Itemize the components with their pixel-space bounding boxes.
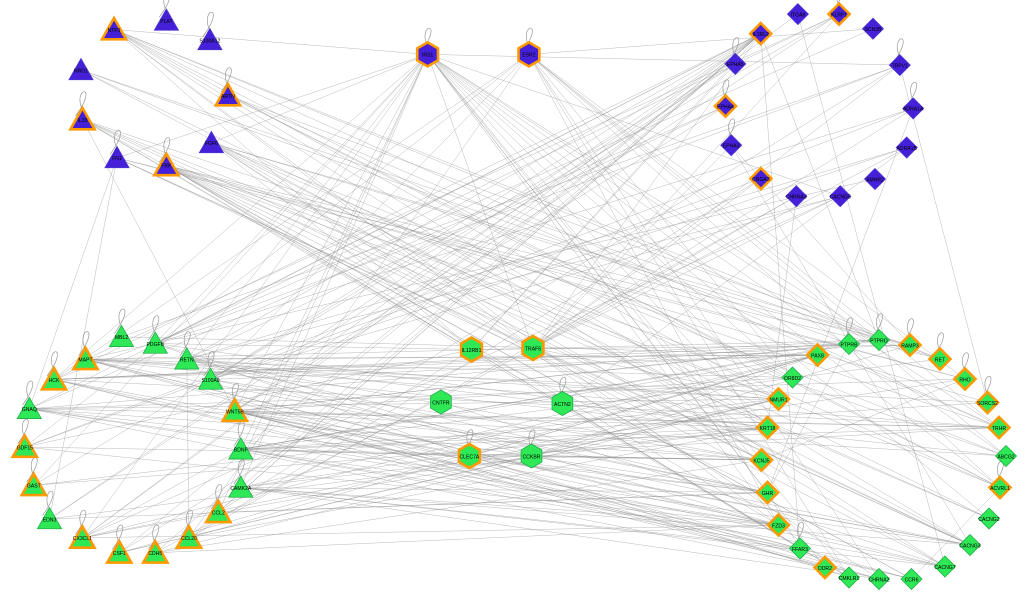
svg-text:FGF6: FGF6 bbox=[205, 141, 218, 147]
svg-text:CNTFR: CNTFR bbox=[432, 400, 450, 406]
svg-text:CCKBR: CCKBR bbox=[523, 454, 541, 460]
svg-text:ADRA1A: ADRA1A bbox=[903, 107, 924, 113]
svg-text:ADRA1B: ADRA1B bbox=[897, 146, 918, 152]
svg-text:NMUR1: NMUR1 bbox=[769, 397, 787, 403]
svg-text:IRS1: IRS1 bbox=[422, 53, 433, 59]
svg-text:ITGA8: ITGA8 bbox=[791, 12, 806, 18]
svg-text:DDR2: DDR2 bbox=[818, 566, 832, 572]
svg-text:GHR: GHR bbox=[762, 491, 774, 497]
svg-text:IL1RL2: IL1RL2 bbox=[752, 32, 769, 38]
svg-text:KLRF1: KLRF1 bbox=[831, 12, 847, 18]
svg-text:ABCG2: ABCG2 bbox=[997, 454, 1014, 460]
svg-text:CACNG7: CACNG7 bbox=[934, 565, 955, 571]
svg-text:S100A12: S100A12 bbox=[199, 38, 220, 44]
svg-text:CCL2: CCL2 bbox=[212, 511, 225, 517]
svg-text:CHRNA3: CHRNA3 bbox=[786, 195, 807, 201]
svg-text:CSF1: CSF1 bbox=[113, 551, 126, 557]
svg-text:CDH5: CDH5 bbox=[148, 551, 162, 557]
svg-text:TRHR: TRHR bbox=[992, 426, 1006, 432]
svg-text:BDNF: BDNF bbox=[234, 448, 248, 454]
svg-text:MBL2: MBL2 bbox=[115, 335, 128, 341]
svg-text:RHO: RHO bbox=[959, 377, 970, 383]
svg-text:ARTN: ARTN bbox=[221, 94, 235, 100]
svg-text:S100A9: S100A9 bbox=[202, 378, 220, 384]
svg-text:OR8D2: OR8D2 bbox=[784, 376, 801, 382]
svg-text:PTPRO: PTPRO bbox=[870, 338, 888, 344]
svg-text:GAST: GAST bbox=[27, 484, 41, 490]
svg-text:CACNG5: CACNG5 bbox=[830, 195, 851, 201]
svg-text:FFAR3: FFAR3 bbox=[792, 547, 808, 553]
svg-text:PAX8: PAX8 bbox=[811, 353, 824, 359]
svg-text:PLAT: PLAT bbox=[160, 19, 172, 25]
svg-text:KRT18: KRT18 bbox=[760, 426, 776, 432]
svg-text:AMHR2: AMHR2 bbox=[866, 177, 884, 183]
svg-text:EPHA4: EPHA4 bbox=[717, 104, 734, 110]
svg-text:SORCS2: SORCS2 bbox=[977, 401, 998, 407]
svg-text:ACTN2: ACTN2 bbox=[554, 402, 571, 408]
svg-text:RAMP3: RAMP3 bbox=[901, 343, 919, 349]
svg-text:IL12RB1: IL12RB1 bbox=[462, 348, 482, 354]
svg-text:KCNJ5: KCNJ5 bbox=[753, 458, 769, 464]
svg-text:CCR6: CCR6 bbox=[905, 577, 919, 583]
svg-text:EPHA3: EPHA3 bbox=[723, 144, 740, 150]
svg-text:CLEC7A: CLEC7A bbox=[459, 454, 479, 460]
svg-text:CACNG3: CACNG3 bbox=[959, 543, 980, 549]
svg-text:GNAQ: GNAQ bbox=[22, 407, 37, 413]
svg-text:CACNG2: CACNG2 bbox=[978, 517, 999, 523]
svg-text:TRPV1: TRPV1 bbox=[892, 63, 909, 69]
svg-text:FN1: FN1 bbox=[112, 156, 122, 162]
svg-text:FRK: FRK bbox=[161, 164, 172, 170]
svg-text:RETN: RETN bbox=[180, 358, 194, 364]
svg-text:ESR2: ESR2 bbox=[522, 53, 535, 59]
svg-text:MAPT: MAPT bbox=[78, 358, 92, 364]
svg-text:WNT5B: WNT5B bbox=[226, 409, 244, 415]
svg-text:CHRNA2: CHRNA2 bbox=[869, 577, 890, 583]
svg-text:CAMK2A: CAMK2A bbox=[230, 486, 252, 492]
svg-text:HCK: HCK bbox=[49, 378, 60, 384]
svg-text:ACVRL1: ACVRL1 bbox=[990, 486, 1010, 492]
svg-text:SCN3B: SCN3B bbox=[865, 27, 883, 33]
svg-text:CMKLR1: CMKLR1 bbox=[839, 576, 860, 582]
svg-text:EPHA5: EPHA5 bbox=[727, 62, 744, 68]
svg-text:GDF15: GDF15 bbox=[17, 445, 34, 451]
svg-text:CX3CL1: CX3CL1 bbox=[73, 536, 92, 542]
svg-text:NTF3: NTF3 bbox=[108, 28, 121, 34]
svg-text:EDN3: EDN3 bbox=[43, 517, 57, 523]
svg-text:FZD3: FZD3 bbox=[772, 523, 785, 529]
svg-text:IL33: IL33 bbox=[78, 118, 88, 124]
svg-text:PDGFB: PDGFB bbox=[147, 342, 165, 348]
svg-text:RET: RET bbox=[935, 357, 945, 363]
svg-text:TRAF6: TRAF6 bbox=[525, 346, 541, 352]
svg-text:CCL20: CCL20 bbox=[181, 536, 197, 542]
svg-text:CNGA3: CNGA3 bbox=[752, 177, 770, 183]
svg-text:NRG1: NRG1 bbox=[74, 68, 88, 74]
svg-text:PTPRB: PTPRB bbox=[841, 342, 859, 348]
